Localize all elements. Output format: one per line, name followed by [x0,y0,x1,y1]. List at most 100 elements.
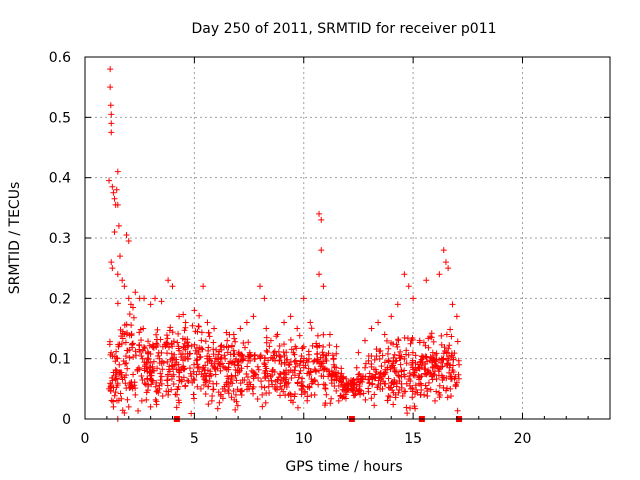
data-point [326,371,333,378]
data-point [437,359,444,366]
x-tick-label: 5 [190,431,199,447]
data-point [401,271,408,278]
data-point [447,385,454,392]
data-point [118,340,125,347]
data-point [164,358,171,365]
data-point [189,322,196,329]
data-point [277,380,284,387]
data-point [419,359,426,366]
data-point [385,358,392,365]
data-point [255,366,262,373]
y-tick-label: 0.5 [49,110,71,126]
data-point [113,397,120,404]
data-point [252,371,259,378]
data-point [154,387,161,394]
data-point [175,397,182,404]
data-point [229,342,236,349]
data-point [200,381,207,388]
data-point [291,358,298,365]
data-point [417,380,424,387]
x-tick-label: 10 [295,431,313,447]
data-point [272,357,279,364]
data-point [198,329,205,336]
data-point [409,388,416,395]
x-axis-label: GPS time / hours [285,459,402,475]
data-point [191,341,198,348]
data-point [263,334,270,341]
data-point [335,382,342,389]
data-point [202,370,209,377]
data-point [215,351,222,358]
data-point [368,363,375,370]
data-point [211,358,218,365]
data-point [300,295,307,302]
data-point [206,373,213,380]
data-point [373,346,380,353]
data-point [110,384,117,391]
data-point [192,347,199,354]
data-point [385,357,392,364]
data-point [273,384,280,391]
data-point [232,406,239,413]
data-point [165,344,172,351]
data-point [164,377,171,384]
data-point [128,322,135,329]
data-point [133,352,140,359]
data-point [421,365,428,372]
data-point [366,380,373,387]
data-point [187,370,194,377]
data-point [362,337,368,344]
data-point [219,395,226,402]
data-point [250,375,257,382]
data-point [319,352,326,359]
data-point [280,375,287,382]
data-point [186,365,193,372]
data-point [313,340,320,347]
data-point [304,393,311,400]
data-point [423,385,430,392]
data-point [392,394,399,401]
data-point [158,349,165,356]
data-point [124,396,131,403]
data-point [356,388,363,395]
data-point [443,349,450,356]
data-point [395,352,402,359]
data-point [258,378,265,385]
data-point [240,355,247,362]
data-point [204,319,211,326]
data-point [259,403,266,410]
data-point [121,374,128,381]
data-point [145,338,152,345]
data-point [425,335,432,342]
data-point [327,400,334,407]
data-point [257,283,263,290]
data-point [241,344,248,351]
data-point [340,384,347,391]
data-point [450,362,457,369]
data-point [251,351,258,358]
data-point [362,364,369,371]
data-point [381,359,388,366]
data-point [186,350,193,357]
data-point [382,380,389,387]
data-point [138,397,145,404]
data-point [122,339,129,346]
data-point [107,102,114,109]
data-point [228,374,235,381]
data-point [244,373,251,380]
data-point [423,277,430,284]
data-point [214,405,221,412]
data-points [106,66,463,422]
data-point [115,341,122,348]
data-point [168,376,175,383]
data-point [122,353,129,360]
data-point [393,357,400,364]
data-point [429,357,436,364]
data-point [416,374,423,381]
y-tick-label: 0 [62,412,71,428]
data-point [261,360,268,367]
data-point [237,380,244,387]
data-point [407,340,414,347]
data-point [243,370,250,377]
data-point [448,350,455,357]
